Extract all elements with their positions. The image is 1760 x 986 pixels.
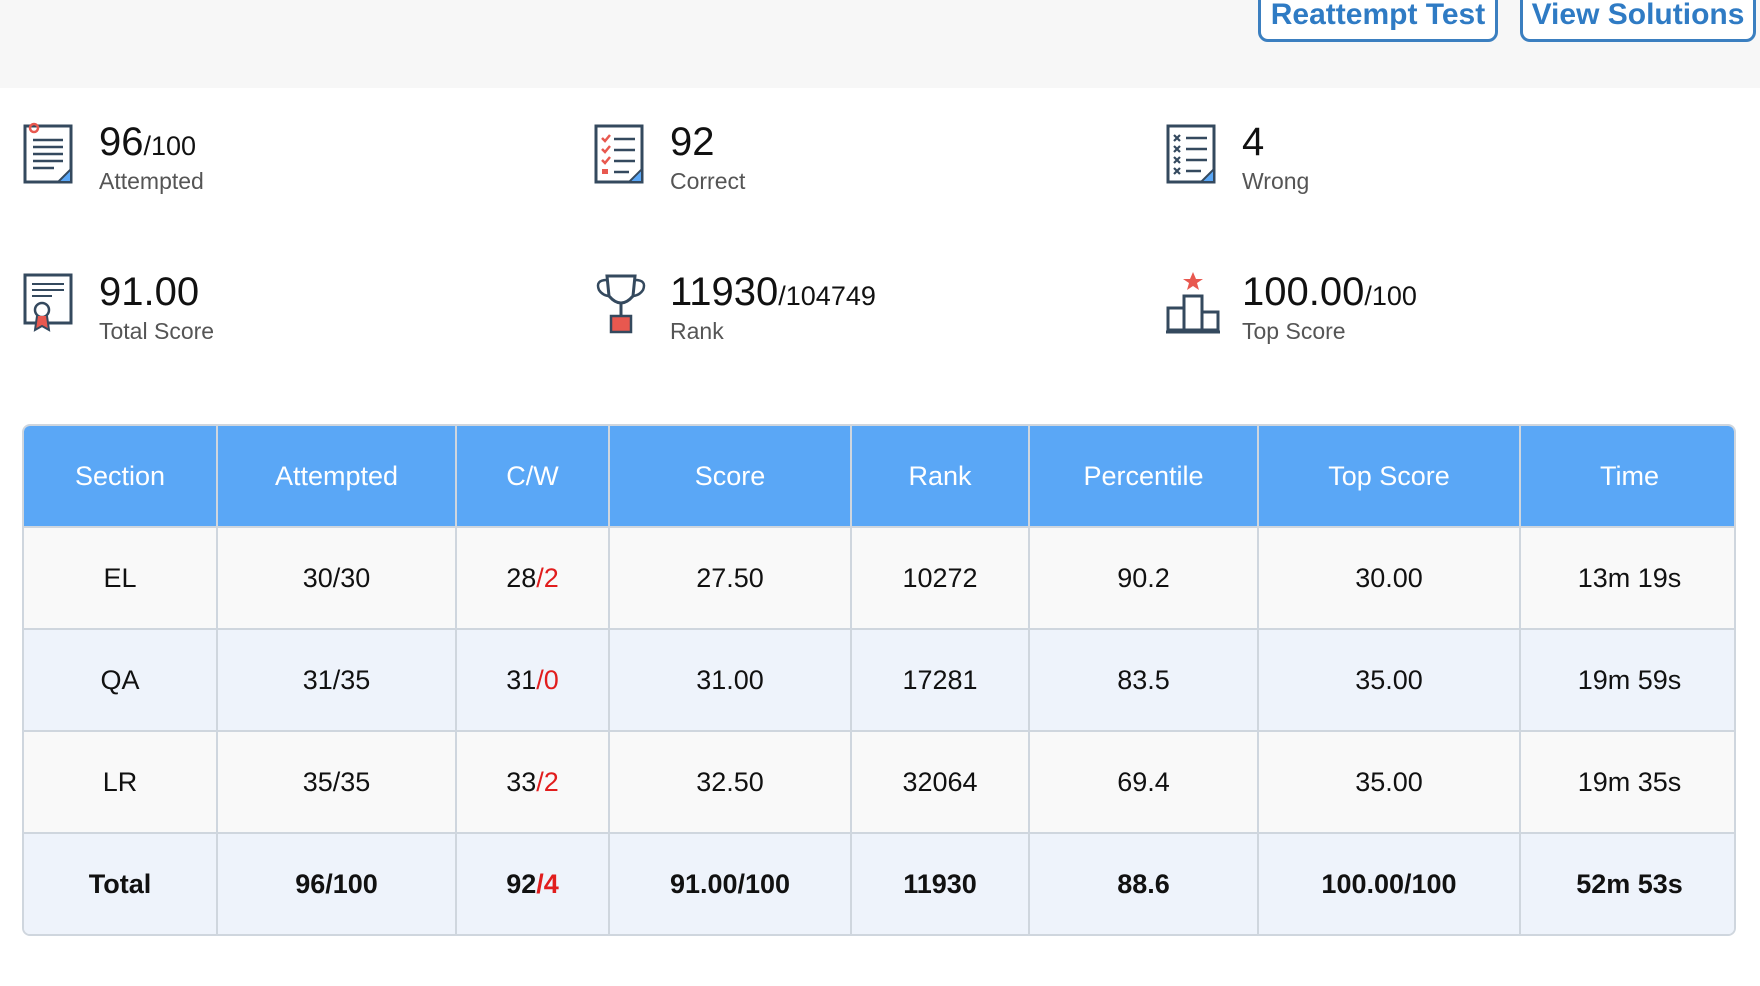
cell-score: 32.50 bbox=[609, 731, 852, 834]
cell-rank: 32064 bbox=[851, 731, 1030, 834]
header-attempted: Attempted bbox=[217, 426, 457, 528]
total-cw: 92/4 bbox=[456, 833, 610, 934]
cell-correct: 31 bbox=[506, 664, 537, 695]
cell-percentile: 69.4 bbox=[1029, 731, 1259, 834]
view-solutions-button[interactable]: View Solutions bbox=[1520, 0, 1756, 42]
total-section: Total bbox=[24, 833, 218, 934]
cell-top-score: 35.00 bbox=[1258, 629, 1521, 732]
header-time: Time bbox=[1520, 426, 1734, 528]
cell-rank: 17281 bbox=[851, 629, 1030, 732]
stat-total-score: 91.00 Total Score bbox=[22, 270, 542, 362]
total-score-label: Total Score bbox=[99, 318, 215, 344]
reattempt-test-button[interactable]: Reattempt Test bbox=[1258, 0, 1498, 42]
header-percentile: Percentile bbox=[1029, 426, 1259, 528]
trophy-icon bbox=[596, 274, 646, 334]
cell-score: 31.00 bbox=[609, 629, 852, 732]
checklist-icon bbox=[594, 124, 644, 184]
cell-score: 27.50 bbox=[609, 527, 852, 630]
stat-top-score: 100.00/100 Top Score bbox=[1165, 270, 1685, 362]
total-wrong: /4 bbox=[536, 868, 559, 899]
cell-percentile: 83.5 bbox=[1029, 629, 1259, 732]
total-correct: 92 bbox=[506, 868, 537, 899]
cell-top-score: 35.00 bbox=[1258, 731, 1521, 834]
attempted-denominator: /100 bbox=[143, 131, 197, 161]
cell-attempted: 35/35 bbox=[217, 731, 457, 834]
wrong-value: 4 bbox=[1242, 120, 1265, 164]
correct-value: 92 bbox=[670, 120, 715, 164]
header-rank: Rank bbox=[851, 426, 1030, 528]
exam-sheet-icon bbox=[23, 122, 73, 184]
rank-denominator: /104749 bbox=[778, 281, 876, 311]
certificate-icon bbox=[23, 273, 73, 332]
cell-cw: 28/2 bbox=[456, 527, 610, 630]
cell-wrong: /0 bbox=[536, 664, 559, 695]
header-top-score: Top Score bbox=[1258, 426, 1521, 528]
header-section: Section bbox=[24, 426, 218, 528]
table-total-row: Total 96/100 92/4 91.00/100 11930 88.6 1… bbox=[24, 833, 1734, 934]
cell-percentile: 90.2 bbox=[1029, 527, 1259, 630]
cell-section: LR bbox=[24, 731, 218, 834]
top-score-value: 100.00 bbox=[1242, 270, 1365, 314]
stat-attempted: 96/100 Attempted bbox=[22, 120, 542, 212]
stat-correct: 92 Correct bbox=[593, 120, 1113, 212]
header-score: Score bbox=[609, 426, 852, 528]
cell-correct: 33 bbox=[506, 766, 537, 797]
cell-time: 19m 59s bbox=[1520, 629, 1734, 732]
total-score-value: 91.00 bbox=[99, 270, 200, 314]
table-row: LR 35/35 33/2 32.50 32064 69.4 35.00 19m… bbox=[24, 731, 1734, 834]
top-bar: Reattempt Test View Solutions bbox=[0, 0, 1760, 88]
cell-cw: 33/2 bbox=[456, 731, 610, 834]
top-score-denominator: /100 bbox=[1364, 281, 1417, 311]
cell-cw: 31/0 bbox=[456, 629, 610, 732]
total-percentile: 88.6 bbox=[1029, 833, 1259, 934]
cell-time: 19m 35s bbox=[1520, 731, 1734, 834]
cross-list-icon bbox=[1166, 124, 1216, 184]
cell-attempted: 30/30 bbox=[217, 527, 457, 630]
cell-section: QA bbox=[24, 629, 218, 732]
rank-label: Rank bbox=[670, 318, 724, 344]
cell-attempted: 31/35 bbox=[217, 629, 457, 732]
cell-correct: 28 bbox=[506, 562, 537, 593]
rank-value: 11930 bbox=[670, 270, 779, 314]
cell-wrong: /2 bbox=[536, 562, 559, 593]
correct-label: Correct bbox=[670, 168, 746, 194]
total-time: 52m 53s bbox=[1520, 833, 1734, 934]
cell-time: 13m 19s bbox=[1520, 527, 1734, 630]
table-row: QA 31/35 31/0 31.00 17281 83.5 35.00 19m… bbox=[24, 629, 1734, 732]
section-table: Section Attempted C/W Score Rank Percent… bbox=[22, 424, 1736, 936]
podium-icon bbox=[1166, 272, 1220, 334]
cell-section: EL bbox=[24, 527, 218, 630]
total-top-score: 100.00/100 bbox=[1258, 833, 1521, 934]
cell-wrong: /2 bbox=[536, 766, 559, 797]
header-cw: C/W bbox=[456, 426, 610, 528]
attempted-label: Attempted bbox=[99, 168, 204, 194]
wrong-label: Wrong bbox=[1242, 168, 1310, 194]
total-attempted: 96/100 bbox=[217, 833, 457, 934]
table-row: EL 30/30 28/2 27.50 10272 90.2 30.00 13m… bbox=[24, 527, 1734, 630]
cell-top-score: 30.00 bbox=[1258, 527, 1521, 630]
total-rank: 11930 bbox=[851, 833, 1030, 934]
stat-rank: 11930/104749 Rank bbox=[593, 270, 1113, 362]
total-score: 91.00/100 bbox=[609, 833, 852, 934]
cell-rank: 10272 bbox=[851, 527, 1030, 630]
table-header-row: Section Attempted C/W Score Rank Percent… bbox=[24, 426, 1734, 528]
stat-wrong: 4 Wrong bbox=[1165, 120, 1685, 212]
attempted-value: 96 bbox=[99, 120, 144, 164]
top-score-label: Top Score bbox=[1242, 318, 1346, 344]
